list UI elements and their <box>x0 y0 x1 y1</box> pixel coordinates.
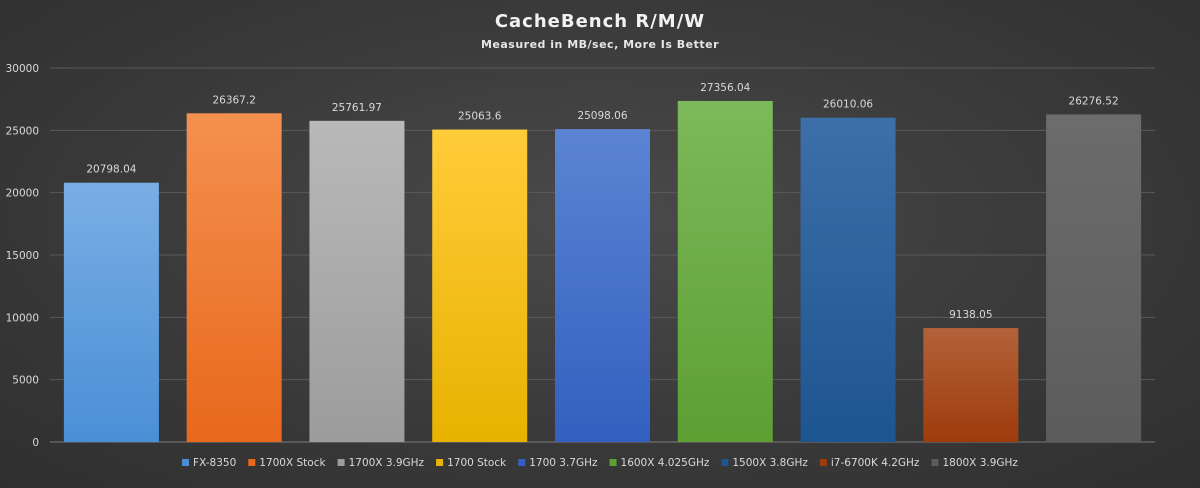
legend-item: i7-6700K 4.2GHz <box>819 457 920 469</box>
legend-item: 1800X 3.9GHz <box>931 457 1018 469</box>
legend-swatch <box>182 459 190 466</box>
y-tick-label: 20000 <box>6 188 39 200</box>
bar-1700-stock <box>432 129 528 442</box>
legend-label: i7-6700K 4.2GHz <box>831 457 920 469</box>
data-label: 26010.06 <box>823 99 873 111</box>
data-label: 9138.05 <box>949 309 992 321</box>
bar-1800x-3-9ghz <box>1046 114 1142 443</box>
legend-item: FX-8350 <box>182 457 236 469</box>
legend-item: 1600X 4.025GHz <box>609 457 710 469</box>
legend-item: 1700 3.7GHz <box>518 457 598 469</box>
data-label: 25761.97 <box>332 102 382 114</box>
legend-item: 1700 Stock <box>436 457 507 469</box>
y-tick-label: 25000 <box>6 125 39 137</box>
bar-i7-6700k-4-2ghz <box>923 328 1019 442</box>
bar-1700-3-7ghz <box>555 129 650 443</box>
bar-1600x-4-025ghz <box>677 100 773 442</box>
legend-swatch <box>248 459 256 466</box>
data-labels: 20798.04 26367.2 25761.97 25063.6 25098.06 27… <box>86 82 1118 321</box>
legend-item: 1700X Stock <box>248 457 327 469</box>
legend-swatch <box>337 459 345 466</box>
legend-swatch <box>518 459 526 466</box>
y-tick-label: 5000 <box>12 375 39 387</box>
legend-label: 1600X 4.025GHz <box>621 457 710 469</box>
bar-fx-8350 <box>63 182 159 442</box>
data-label: 26276.52 <box>1069 95 1119 107</box>
bar-1500x-3-8ghz <box>800 117 896 443</box>
y-tick-label: 15000 <box>6 250 39 262</box>
data-label: 26367.2 <box>212 94 255 106</box>
legend-label: 1700 Stock <box>447 457 507 469</box>
bars <box>63 100 1142 443</box>
legend-label: 1700X 3.9GHz <box>349 457 425 469</box>
data-label: 27356.04 <box>700 82 750 94</box>
legend-label: FX-8350 <box>193 457 236 469</box>
bar-1700x-stock <box>186 113 282 442</box>
data-label: 20798.04 <box>86 164 136 176</box>
data-label: 25098.06 <box>577 110 627 122</box>
y-tick-label: 10000 <box>6 312 39 324</box>
legend-swatch <box>609 459 617 466</box>
bar-1700x-3-9ghz <box>309 120 405 442</box>
legend-label: 1700 3.7GHz <box>529 457 598 469</box>
data-label: 25063.6 <box>458 111 502 123</box>
legend-label: 1800X 3.9GHz <box>942 457 1018 469</box>
legend-swatch <box>721 459 729 466</box>
y-axis-ticks: 0 5000 10000 15000 20000 25000 30000 <box>6 63 39 449</box>
y-tick-label: 0 <box>32 437 39 449</box>
legend: FX-8350 1700X Stock 1700X 3.9GHz 1700 Stock… <box>182 457 1018 469</box>
legend-swatch <box>931 459 939 466</box>
legend-label: 1500X 3.8GHz <box>732 457 808 469</box>
legend-label: 1700X Stock <box>259 457 326 469</box>
legend-swatch <box>436 459 444 466</box>
legend-swatch <box>819 459 827 466</box>
y-tick-label: 30000 <box>6 63 39 75</box>
chart-subtitle: Measured in MB/sec, More Is Better <box>481 38 719 51</box>
chart-title: CacheBench R/M/W <box>495 11 705 32</box>
legend-item: 1500X 3.8GHz <box>721 457 808 469</box>
legend-item: 1700X 3.9GHz <box>337 457 425 469</box>
